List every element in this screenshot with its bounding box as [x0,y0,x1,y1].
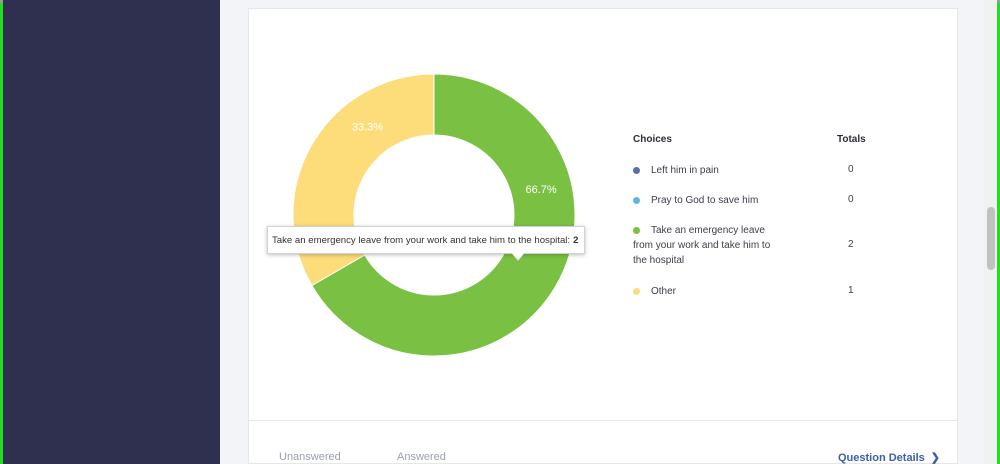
window-border-right [997,0,1000,464]
tab-unanswered[interactable]: Unanswered [279,451,341,463]
legend-item-label: Other [651,286,677,297]
slice-percent-label: 66.7% [525,184,556,196]
legend-item-label: Take an emergency leave from your work a… [633,225,771,266]
legend-item-total: 0 [848,164,854,175]
donut-slice[interactable] [311,73,576,357]
legend-item-label: Pray to God to save him [651,195,759,206]
slice-percent-label: 33.3% [352,121,383,133]
tooltip-arrow [512,253,524,260]
question-details-label: Question Details [838,451,925,464]
question-details-link[interactable]: Question Details ❯ [838,451,940,464]
chevron-right-icon: ❯ [930,452,941,464]
legend-dot-icon [633,227,640,234]
tooltip-value: 2 [573,234,579,246]
legend-totals-header: Totals [837,134,866,145]
donut-chart: 66.7% 33.3% [292,73,576,357]
sidebar [3,0,220,464]
legend-item-label: Left him in pain [651,165,719,176]
scrollbar-thumb[interactable] [987,207,995,270]
card-divider [248,420,958,421]
legend-choices-header: Choices [633,134,672,145]
chart-tooltip: Take an emergency leave from your work a… [267,226,585,254]
window-border-left [0,0,3,464]
legend-dot-icon [633,288,640,295]
legend-dot-icon [633,167,640,174]
tooltip-label: Take an emergency leave from your work a… [272,234,571,246]
legend-dot-icon [633,197,640,204]
tab-answered[interactable]: Answered [397,451,446,463]
legend-item-total: 2 [848,239,854,250]
legend-item-total: 0 [848,194,854,205]
legend-item-total: 1 [848,285,854,296]
